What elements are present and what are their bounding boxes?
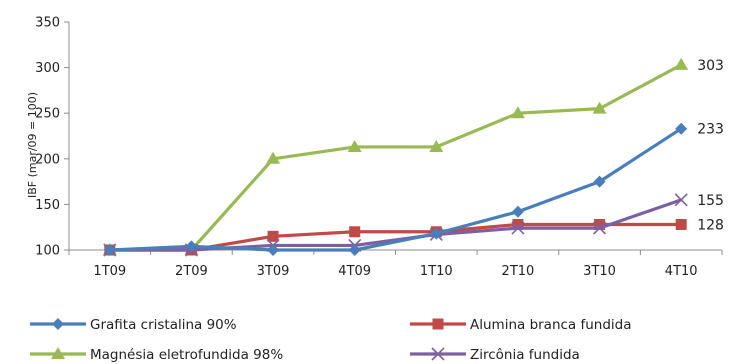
diamond-marker [430,227,443,240]
chart-series [102,57,689,257]
x-marker-stroke [674,193,688,207]
chart-legend: Grafita cristalina 90% Alumina branca fun… [30,317,632,363]
x-marker-stroke [592,221,607,235]
y-tick-label: 200 [35,152,60,167]
series-line [109,63,682,252]
x-tick-label: 3T09 [257,264,290,279]
triangle-marker [51,347,65,359]
end-label-0: 233 [697,122,724,138]
x-tick-label: 2T10 [502,264,535,279]
series-2 [102,57,689,255]
square-marker [594,218,606,230]
series-line [109,127,683,252]
triangle-marker [266,151,281,164]
square-marker [432,318,444,330]
x-marker [511,221,525,235]
legend-label: Zircônia fundida [470,347,580,363]
chart-axes: 100 150 200 250 300 350 1T09 2T09 3T09 4T09 1T10 2T… [35,16,723,279]
diamond-marker [593,175,606,188]
x-marker-stroke [431,347,445,361]
y-tick-label: 300 [35,61,60,76]
square-marker [349,226,361,238]
y-tick-label: 100 [35,244,60,259]
legend-label: Magnésia eletrofundida 98% [90,347,283,363]
x-tick-label: 4T09 [338,264,371,279]
legend-label: Grafita cristalina 90% [90,317,237,333]
square-marker [512,218,524,230]
legend-item-3: Zircônia fundida [410,347,580,363]
legend-item-0: Grafita cristalina 90% [30,317,237,333]
series-line [109,198,682,252]
x-marker [674,193,688,207]
end-label-2: 303 [697,58,724,74]
x-marker [431,347,445,361]
end-label-3: 155 [697,193,724,209]
x-tick-label: 4T10 [665,264,698,279]
x-marker-stroke [511,221,525,235]
diamond-marker [267,244,280,256]
legend-item-2: Magnésia eletrofundida 98% [30,347,283,363]
triangle-marker [347,139,362,152]
diamond-marker [103,244,116,256]
end-labels: 233 128 303 155 [697,58,724,234]
diamond-marker [511,205,524,218]
y-tick-label: 250 [35,107,60,122]
diamond-marker [185,240,198,253]
legend-item-1: Alumina branca fundida [410,317,632,333]
y-tick-label: 350 [35,16,60,31]
triangle-marker [592,101,607,114]
square-marker [267,230,279,242]
legend-label: Alumina branca fundida [470,317,632,333]
series-0 [103,122,688,256]
x-tick-label: 3T10 [583,264,616,279]
triangle-marker [429,139,444,152]
diamond-marker [52,318,64,330]
x-tick-label: 2T09 [175,264,208,279]
triangle-marker [674,57,689,70]
x-tick-label: 1T10 [420,264,453,279]
diamond-marker [348,244,361,256]
y-tick-label: 150 [35,198,60,213]
x-tick-label: 1T09 [93,264,126,279]
x-marker [592,221,607,235]
y-axis-title: IBF (mar/09 = 100) [26,92,39,198]
end-label-1: 128 [697,217,724,233]
square-marker [675,218,687,230]
diamond-marker [675,122,688,135]
triangle-marker [510,106,525,119]
